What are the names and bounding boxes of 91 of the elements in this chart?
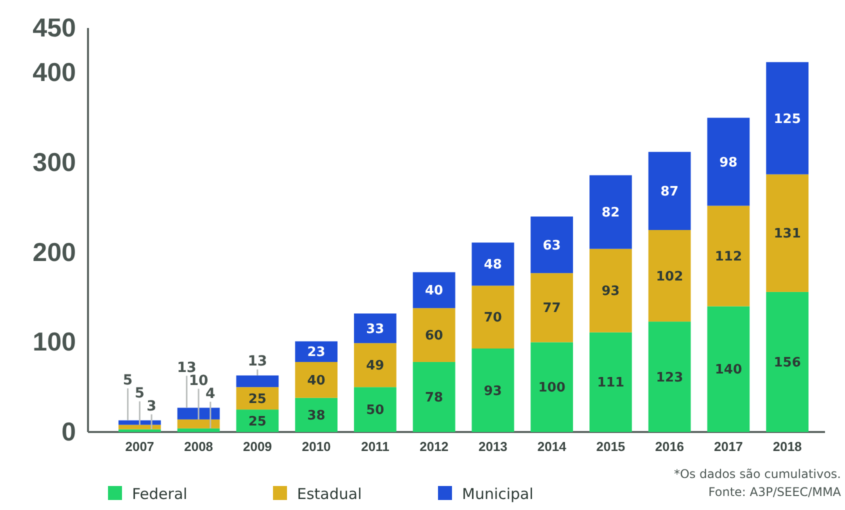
y-tick-label: 300: [32, 146, 76, 177]
x-tick-label: 2007: [125, 439, 154, 454]
bar: [118, 420, 161, 425]
bar: [177, 408, 220, 420]
x-tick-label: 2011: [361, 439, 390, 454]
bar: [354, 387, 396, 432]
data-label: 93: [602, 284, 620, 300]
bar: [177, 419, 220, 428]
bar: [589, 248, 632, 332]
bar: [472, 348, 514, 432]
y-tick-label: 450: [32, 12, 76, 42]
data-label: 49: [366, 358, 384, 374]
data-label: 33: [366, 322, 384, 337]
legend-label: Federal: [132, 485, 188, 503]
annotation: 5: [122, 372, 133, 388]
bar: [354, 313, 396, 344]
x-tick-label: 2012: [420, 439, 449, 454]
y-tick-label: 400: [32, 57, 76, 88]
bar: [177, 428, 220, 432]
y-tick-label: 100: [32, 326, 76, 357]
bar: [707, 118, 750, 206]
data-label: 82: [602, 206, 620, 221]
x-tick-label: 2018: [772, 439, 802, 454]
bar: [530, 216, 574, 274]
data-label: 156: [774, 356, 801, 371]
bar: [236, 375, 279, 388]
data-label: 25: [248, 392, 266, 407]
data-label: 50: [366, 403, 384, 418]
bar: [648, 322, 691, 432]
data-label: 98: [719, 155, 738, 170]
bar: [472, 286, 514, 349]
x-tick-label: 2009: [242, 439, 272, 454]
annotation: 5: [134, 385, 145, 402]
data-label: 125: [774, 112, 801, 127]
text: *Os dados são cumulativos.: [674, 467, 841, 481]
x-tick-label: 2015: [596, 439, 626, 454]
x-tick-label: 2013: [478, 439, 508, 454]
bar: [707, 306, 750, 432]
bar: [766, 174, 809, 292]
bar: [412, 272, 456, 308]
data-label: 25: [248, 414, 266, 430]
x-tick-label: 2010: [302, 439, 331, 454]
source-note: Fonte: A3P/SEEC/MMA: [708, 485, 842, 499]
bar: [589, 332, 632, 432]
annotation: 13: [248, 353, 268, 370]
data-label: 78: [425, 390, 444, 406]
bar: [118, 424, 161, 430]
bar: [707, 206, 750, 306]
bar: [295, 398, 338, 432]
data-label: 23: [307, 345, 326, 360]
data-label: 87: [660, 184, 679, 200]
bar: [589, 175, 632, 249]
data-label: 123: [656, 370, 684, 386]
data-label: 63: [542, 238, 561, 254]
bar: [236, 410, 279, 432]
data-label: 38: [307, 408, 326, 424]
bar: [412, 308, 456, 362]
data-label: 100: [538, 380, 566, 396]
data-label: 112: [714, 250, 742, 265]
legend-label: Municipal: [462, 485, 534, 503]
y-tick-label: 200: [32, 236, 76, 267]
x-tick-label: 2016: [655, 439, 684, 454]
data-label: 77: [542, 301, 561, 316]
bar: [766, 62, 809, 174]
bar: [530, 273, 574, 342]
bar: [472, 242, 514, 286]
bar: [530, 342, 574, 432]
x-tick-label: 2017: [714, 439, 743, 454]
legend-label: Estadual: [297, 485, 362, 503]
bar: [648, 152, 691, 230]
data-label: 111: [597, 376, 624, 391]
bar: [648, 230, 691, 322]
data-label: 140: [714, 362, 742, 378]
x-tick-label: 2014: [537, 439, 568, 454]
bar: [118, 429, 161, 432]
data-label: 70: [484, 310, 502, 326]
data-label: 40: [307, 373, 326, 388]
bar: [412, 362, 456, 432]
annotation: 3: [146, 398, 156, 414]
data-label: 40: [425, 284, 444, 299]
data-label: 48: [484, 258, 502, 273]
bar: [236, 387, 279, 410]
data-label: 93: [484, 384, 502, 399]
y-tick-label: 0: [62, 416, 76, 446]
x-tick-label: 2008: [184, 439, 214, 454]
data-label: 131: [774, 226, 801, 242]
bar: [766, 292, 809, 432]
bar: [295, 362, 338, 398]
data-label: 60: [425, 328, 444, 344]
data-label: 102: [656, 269, 684, 284]
bar: [354, 343, 396, 388]
